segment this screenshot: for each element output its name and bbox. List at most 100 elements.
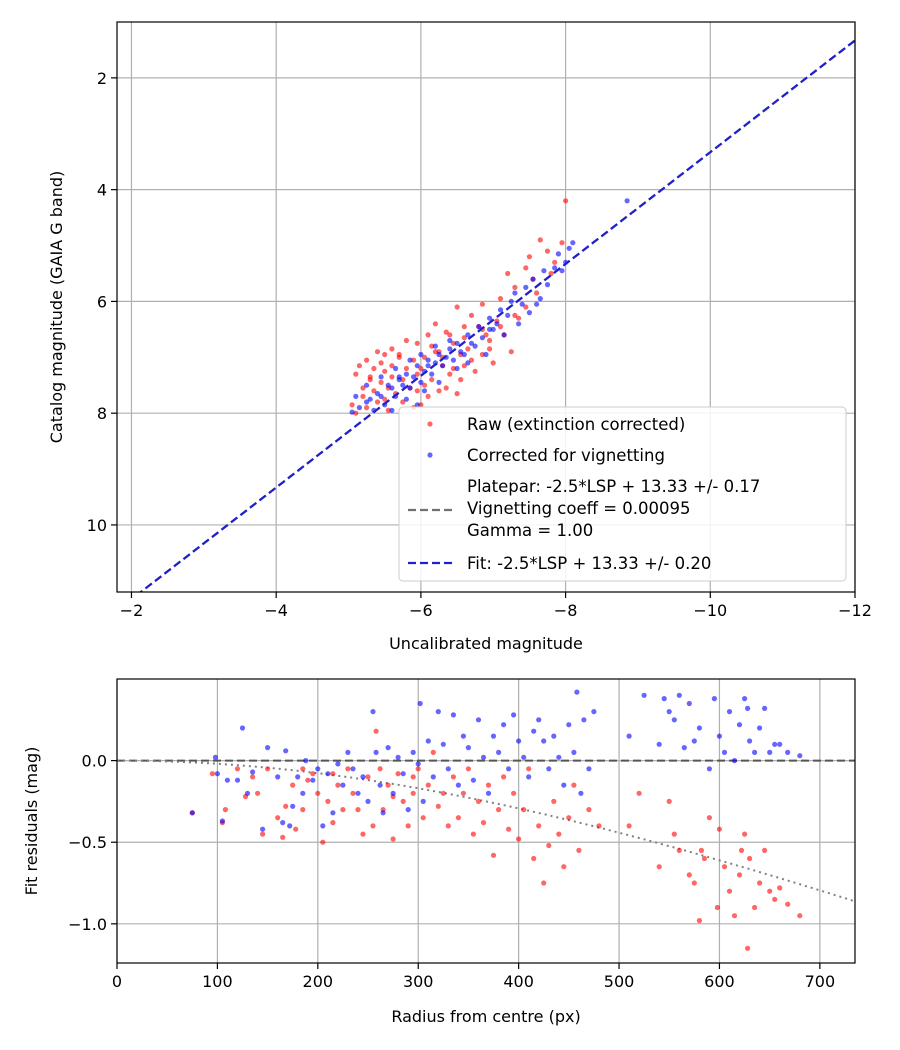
magnitude-point-corrected xyxy=(436,379,442,385)
residual-point-corrected xyxy=(681,745,687,751)
residual-point-corrected xyxy=(676,692,682,698)
magnitude-point-raw xyxy=(378,360,384,366)
residual-point-corrected xyxy=(417,700,423,707)
magnitude-point-corrected xyxy=(537,296,543,302)
magnitude-point-raw xyxy=(443,385,449,391)
residual-point-corrected xyxy=(541,738,547,744)
residual-point-corrected xyxy=(536,717,542,723)
magnitude-point-raw xyxy=(544,248,551,254)
magnitude-point-corrected xyxy=(490,326,496,332)
magnitude-point-corrected xyxy=(403,396,409,402)
residuals-plot-xlabel: Radius from centre (px) xyxy=(391,1007,580,1026)
residual-point-raw xyxy=(234,766,241,772)
residual-point-corrected xyxy=(686,700,692,707)
residual-point-corrected xyxy=(726,709,733,715)
residual-point-raw xyxy=(373,728,379,734)
residual-point-raw xyxy=(716,826,723,832)
residual-point-raw xyxy=(350,790,356,796)
residual-point-raw xyxy=(370,823,376,829)
magnitude-point-raw xyxy=(516,315,522,321)
magnitude-point-raw xyxy=(382,368,388,374)
residual-point-raw xyxy=(445,823,451,829)
magnitude-point-raw xyxy=(432,349,438,355)
residual-point-corrected xyxy=(189,810,195,816)
magnitude-point-raw xyxy=(487,346,493,352)
residual-point-corrected xyxy=(762,705,768,712)
residual-point-corrected xyxy=(716,733,723,739)
residual-point-raw xyxy=(686,872,692,878)
magnitude-point-corrected xyxy=(501,332,507,338)
residual-point-corrected xyxy=(365,798,371,805)
residual-point-corrected xyxy=(711,696,718,702)
residual-point-corrected xyxy=(340,782,346,788)
residual-point-raw xyxy=(415,766,421,772)
magnitude-point-corrected xyxy=(421,388,428,394)
residual-point-raw xyxy=(496,807,502,813)
magnitude-point-corrected xyxy=(487,315,493,321)
residual-point-raw xyxy=(330,771,336,777)
residual-point-raw xyxy=(797,913,803,919)
magnitude-point-raw xyxy=(497,324,504,330)
residual-point-raw xyxy=(290,782,296,788)
magnitude-point-raw xyxy=(396,351,402,358)
magnitude-point-corrected xyxy=(541,268,547,274)
legend-entry-platepar: Platepar: -2.5*LSP + 13.33 +/- 0.17 Vign… xyxy=(408,477,760,540)
magnitude-point-raw xyxy=(389,363,395,369)
residual-point-corrected xyxy=(666,709,672,715)
magnitude-point-corrected xyxy=(552,265,558,271)
y-tick-label: 0.0 xyxy=(82,752,107,771)
residual-point-corrected xyxy=(420,798,426,805)
residual-point-corrected xyxy=(377,782,383,788)
magnitude-point-corrected xyxy=(440,363,446,369)
magnitude-point-raw xyxy=(414,340,420,346)
residual-point-raw xyxy=(430,749,436,756)
magnitude-point-raw xyxy=(429,377,435,383)
magnitude-point-raw xyxy=(461,324,467,330)
magnitude-point-raw xyxy=(414,388,420,394)
residual-point-corrected xyxy=(360,774,366,780)
magnitude-point-raw xyxy=(418,402,424,408)
magnitude-point-raw xyxy=(472,368,478,374)
magnitude-point-raw xyxy=(454,391,460,397)
residual-point-raw xyxy=(283,803,289,809)
residual-point-corrected xyxy=(574,689,580,695)
magnitude-point-raw xyxy=(512,284,518,290)
vignetting-curve xyxy=(117,759,855,903)
residual-point-corrected xyxy=(390,790,396,796)
magnitude-point-raw xyxy=(360,393,366,399)
residual-point-raw xyxy=(395,771,401,777)
residual-point-raw xyxy=(365,774,371,780)
magnitude-point-raw xyxy=(461,363,467,369)
residual-point-corrected xyxy=(526,774,532,780)
residual-point-raw xyxy=(556,831,562,837)
magnitude-point-raw xyxy=(443,329,449,335)
residual-point-corrected xyxy=(501,722,507,728)
magnitude-point-corrected xyxy=(544,282,551,288)
legend-entry-corrected: Corrected for vignetting xyxy=(427,446,665,465)
residual-point-raw xyxy=(280,834,286,840)
magnitude-point-raw xyxy=(479,301,485,307)
residual-point-corrected xyxy=(475,717,482,723)
residual-point-raw xyxy=(762,847,768,854)
residual-point-corrected xyxy=(440,741,446,747)
residual-point-corrected xyxy=(265,745,271,751)
residual-point-raw xyxy=(706,815,713,821)
magnitude-point-corrected xyxy=(367,396,373,402)
magnitude-point-raw xyxy=(389,346,395,352)
x-tick-label: −12 xyxy=(838,601,872,620)
residual-point-raw xyxy=(345,766,351,772)
residual-point-raw xyxy=(516,836,522,842)
residual-point-raw xyxy=(626,823,632,829)
residual-point-corrected xyxy=(736,722,743,728)
residual-point-corrected xyxy=(785,749,791,756)
residual-point-raw xyxy=(425,782,431,788)
residual-point-corrected xyxy=(551,733,557,739)
residual-point-corrected xyxy=(546,766,552,772)
legend-entry-raw: Raw (extinction corrected) xyxy=(427,415,685,434)
magnitude-point-corrected xyxy=(519,301,525,307)
residual-point-raw xyxy=(698,847,705,854)
magnitude-point-corrected xyxy=(364,399,370,405)
magnitude-point-corrected xyxy=(494,321,500,327)
residual-point-corrected xyxy=(260,826,266,832)
residual-point-corrected xyxy=(460,733,466,739)
